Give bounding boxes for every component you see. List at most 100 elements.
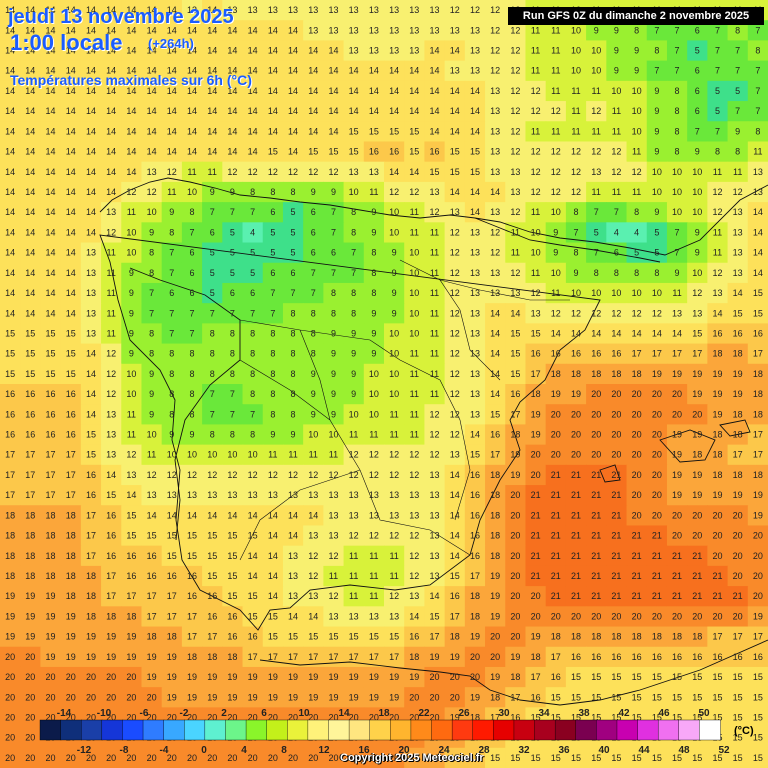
field-cell xyxy=(222,0,244,21)
grid-value: 14 xyxy=(733,288,743,298)
grid-value: 15 xyxy=(46,328,56,338)
grid-value: 14 xyxy=(349,86,359,96)
field-cell xyxy=(222,404,244,426)
field-cell xyxy=(161,343,183,365)
grid-value: 14 xyxy=(450,551,460,561)
grid-value: 9 xyxy=(392,308,397,318)
field-cell xyxy=(20,586,42,607)
grid-value: 13 xyxy=(510,187,520,197)
grid-value: 12 xyxy=(490,66,500,76)
grid-value: 14 xyxy=(66,167,76,177)
grid-value: 20 xyxy=(147,753,157,763)
grid-value: 10 xyxy=(571,66,581,76)
grid-value: 14 xyxy=(510,308,520,318)
grid-value: 13 xyxy=(389,5,399,15)
grid-value: 15 xyxy=(227,571,237,581)
field-cell xyxy=(606,40,628,62)
field-cell xyxy=(0,464,21,486)
field-cell xyxy=(101,0,122,21)
grid-value: 12 xyxy=(551,308,561,318)
grid-value: 19 xyxy=(510,652,520,662)
grid-value: 21 xyxy=(652,591,662,601)
field-cell xyxy=(303,80,324,102)
field-cell xyxy=(444,485,466,506)
field-cell xyxy=(666,323,688,345)
grid-value: 10 xyxy=(328,430,338,440)
field-cell xyxy=(545,424,567,446)
grid-value: 10 xyxy=(632,106,642,116)
grid-value: 14 xyxy=(126,167,136,177)
field-cell xyxy=(181,666,203,688)
grid-value: 13 xyxy=(490,167,500,177)
field-cell xyxy=(363,101,385,122)
grid-value: 7 xyxy=(169,308,174,318)
field-cell xyxy=(666,424,688,446)
field-cell xyxy=(60,586,82,607)
grid-value: 15 xyxy=(308,632,318,642)
grid-value: 15 xyxy=(167,531,177,541)
grid-value: 18 xyxy=(712,450,722,460)
legend-tick-label: 22 xyxy=(418,708,430,719)
field-cell xyxy=(303,121,324,143)
field-cell xyxy=(121,80,143,102)
grid-value: 5 xyxy=(654,227,659,237)
field-cell xyxy=(242,626,264,648)
grid-value: 20 xyxy=(66,753,76,763)
field-cell xyxy=(202,485,223,506)
grid-value: 13 xyxy=(349,167,359,177)
field-cell xyxy=(404,161,426,183)
field-cell xyxy=(687,121,708,143)
grid-value: 10 xyxy=(409,248,419,258)
grid-value: 13 xyxy=(328,25,338,35)
grid-value: 17 xyxy=(147,611,157,621)
field-cell xyxy=(60,626,82,648)
grid-value: 13 xyxy=(328,490,338,500)
field-cell xyxy=(242,141,264,163)
field-cell xyxy=(20,323,42,345)
field-cell xyxy=(404,0,426,21)
field-cell xyxy=(303,202,324,223)
grid-value: 9 xyxy=(614,46,619,56)
grid-value: 14 xyxy=(450,531,460,541)
field-cell xyxy=(424,121,446,143)
grid-value: 12 xyxy=(409,531,419,541)
field-cell xyxy=(384,222,405,244)
field-cell xyxy=(565,161,587,183)
grid-value: 9 xyxy=(129,349,134,359)
grid-value: 13 xyxy=(490,147,500,157)
grid-value: 20 xyxy=(692,531,702,541)
grid-value: 14 xyxy=(86,369,96,379)
field-cell xyxy=(707,282,729,304)
legend-tick-label: 26 xyxy=(458,708,470,719)
grid-value: 20 xyxy=(733,611,743,621)
field-cell xyxy=(101,323,122,345)
field-cell xyxy=(181,606,203,628)
grid-value: 20 xyxy=(591,389,601,399)
grid-value: 19 xyxy=(187,672,197,682)
field-cell xyxy=(626,20,648,42)
grid-value: 14 xyxy=(86,147,96,157)
field-cell xyxy=(222,101,244,122)
field-cell xyxy=(161,80,183,102)
field-cell xyxy=(121,40,143,62)
field-cell xyxy=(222,161,244,183)
field-cell xyxy=(666,444,688,466)
field-cell xyxy=(525,363,547,385)
field-cell xyxy=(646,424,668,446)
grid-value: 20 xyxy=(571,409,581,419)
grid-value: 13 xyxy=(470,328,480,338)
grid-value: 14 xyxy=(66,308,76,318)
field-cell xyxy=(323,565,345,587)
grid-value: 18 xyxy=(66,571,76,581)
grid-value: 14 xyxy=(5,126,15,136)
grid-value: 20 xyxy=(510,611,520,621)
grid-value: 13 xyxy=(470,25,480,35)
field-cell xyxy=(121,363,143,385)
field-cell xyxy=(222,646,244,668)
field-cell xyxy=(384,363,405,385)
field-cell xyxy=(0,141,21,163)
grid-value: 15 xyxy=(86,430,96,440)
grid-value: 16 xyxy=(450,591,460,601)
field-cell xyxy=(121,303,143,324)
grid-value: 12 xyxy=(531,288,541,298)
